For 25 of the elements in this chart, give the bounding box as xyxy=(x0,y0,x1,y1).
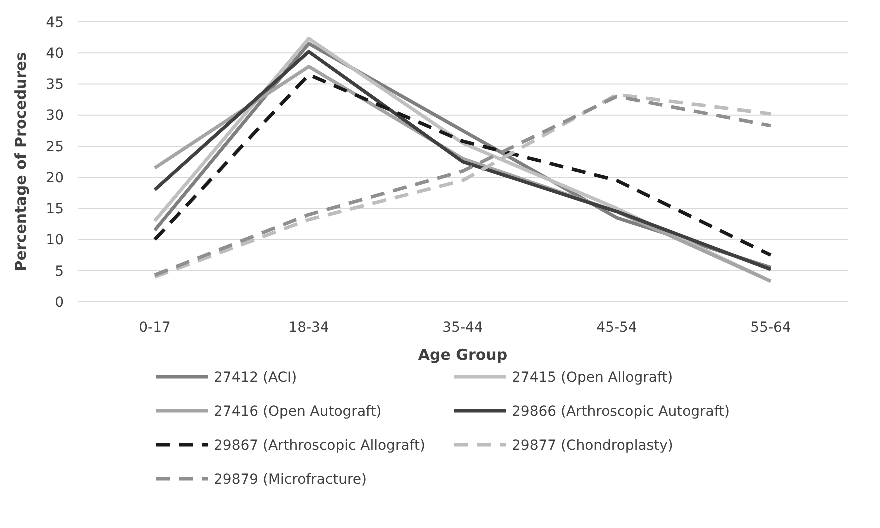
line-series xyxy=(153,73,773,258)
y-tick-label: 10 xyxy=(46,232,64,249)
y-tick-label: 5 xyxy=(55,264,64,280)
y-tick-label: 45 xyxy=(46,14,64,31)
legend-label: 29877 (Chondroplasty) xyxy=(512,438,674,454)
x-tick-label: 35-44 xyxy=(442,320,484,336)
y-tick-label: 25 xyxy=(46,139,64,156)
x-axis-title: Age Group xyxy=(418,346,508,364)
legend-label: 27415 (Open Allograft) xyxy=(512,370,674,386)
x-tick-label: 55-64 xyxy=(750,320,792,336)
legend-label: 29879 (Microfracture) xyxy=(214,472,367,488)
x-tick-label: 18-34 xyxy=(288,320,330,336)
y-tick-label: 30 xyxy=(46,108,64,124)
y-tick-label: 20 xyxy=(46,170,64,186)
y-tick-label: 15 xyxy=(46,202,64,218)
y-tick-label: 35 xyxy=(46,77,64,94)
legend-label: 29867 (Arthroscopic Allograft) xyxy=(214,438,426,454)
x-tick-label: 45-54 xyxy=(596,320,638,336)
legend-label: 27412 (ACI) xyxy=(214,370,298,386)
legend-label: 27416 (Open Autograft) xyxy=(214,404,382,420)
y-axis-title: Percentage of Procedures xyxy=(12,52,30,272)
legend-label: 29866 (Arthroscopic Autograft) xyxy=(512,404,730,420)
y-tick-label: 0 xyxy=(55,294,64,311)
x-tick-label: 0-17 xyxy=(139,320,171,336)
y-tick-label: 40 xyxy=(46,46,64,62)
